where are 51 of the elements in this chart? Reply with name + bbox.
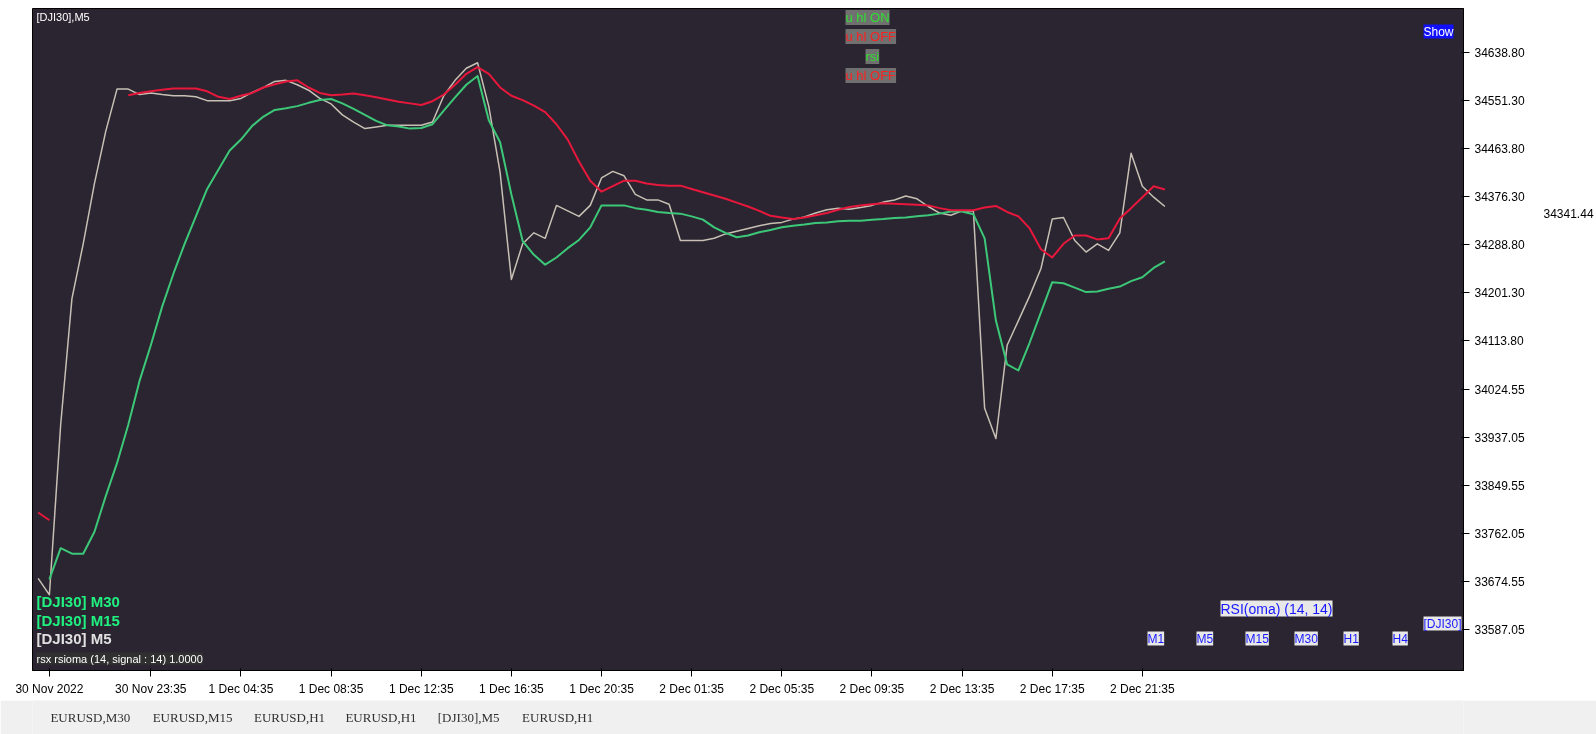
text: EURUSD,H1 [345, 710, 417, 725]
x-tick-label: 1 Dec 08:35 [298, 681, 364, 696]
y-tick-label: 34376.30 [1474, 189, 1525, 204]
annotation: H1 [1343, 631, 1360, 646]
y-tick-label: 33674.55 [1474, 574, 1525, 589]
y-tick-label: 34113.80 [1474, 333, 1524, 348]
text: EURUSD,H1 [253, 710, 326, 725]
annotation: M15 [1245, 631, 1270, 646]
annotation: [DJI30] M5 [36, 630, 112, 647]
y-tick-label: 34638.80 [1474, 45, 1525, 60]
x-tick-label: 2 Dec 17:35 [1019, 681, 1085, 696]
y-tick-label: 33849.55 [1474, 478, 1525, 493]
annotation: M1 [1147, 631, 1165, 646]
y-tick-label: 34288.80 [1474, 237, 1525, 252]
x-tick-label: 2 Dec 05:35 [749, 681, 815, 696]
y-tick-label: 33762.05 [1474, 526, 1525, 541]
x-tick-label: 30 Nov 2022 [15, 681, 84, 696]
annotation: H4 [1392, 631, 1409, 646]
x-tick-label: 2 Dec 13:35 [929, 681, 995, 696]
annotation: [DJI30] M30 [36, 593, 120, 610]
y-tick-label: 34463.80 [1474, 141, 1525, 156]
text: [DJI30],M5 [437, 710, 500, 725]
annotation: M5 [1196, 631, 1214, 646]
text: EURUSD,M30 [50, 710, 131, 725]
x-tick-label: 2 Dec 21:35 [1110, 681, 1176, 696]
y-tick-label: 34024.55 [1474, 382, 1525, 397]
y-tick-label: 34201.30 [1474, 285, 1525, 300]
text: 34341.44 [1543, 207, 1594, 221]
y-tick-label: 33937.05 [1474, 430, 1525, 445]
x-tick-label: 1 Dec 16:35 [479, 681, 545, 696]
x-tick-label: 30 Nov 23:35 [115, 681, 187, 696]
annotation: [DJI30] M15 [36, 612, 120, 629]
annotation: rsx rsioma (14, signal : 14) 1.0000 [36, 652, 203, 665]
x-tick-label: 1 Dec 04:35 [208, 681, 274, 696]
annotation: u hl OFF [845, 68, 897, 83]
annotation: u hl ON [845, 10, 890, 25]
x-tick-label: 1 Dec 12:35 [388, 681, 454, 696]
x-tick-label: 2 Dec 01:35 [659, 681, 725, 696]
annotation: u hl OFF [845, 29, 897, 44]
text: EURUSD,M15 [152, 710, 233, 725]
text: EURUSD,H1 [522, 710, 594, 725]
annotation: M30 [1294, 631, 1319, 646]
annotation: rsi [865, 49, 880, 64]
x-tick-label: 1 Dec 20:35 [569, 681, 635, 696]
chart-title: [DJI30],M5 [36, 10, 90, 23]
x-tick-label: 2 Dec 09:35 [839, 681, 905, 696]
y-tick-label: 34551.30 [1474, 93, 1525, 108]
annotation: RSI(oma) (14, 14) [1220, 600, 1333, 617]
annotation: [DJI30] [1423, 616, 1462, 631]
annotation: Show [1423, 24, 1454, 39]
y-tick-label: 33587.05 [1474, 622, 1525, 637]
